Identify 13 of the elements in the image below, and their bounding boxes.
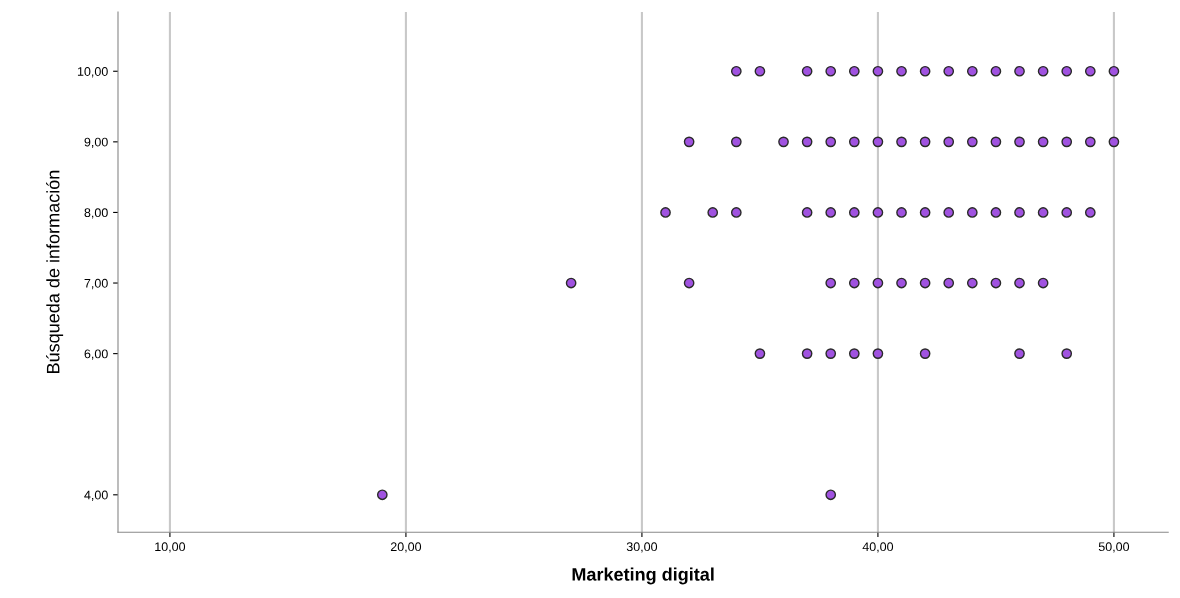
y-tick-label: 8,00 bbox=[84, 208, 108, 219]
y-axis-title: Búsqueda de información bbox=[46, 170, 64, 373]
y-tick-label: 9,00 bbox=[84, 137, 108, 148]
x-tick-label: 30,00 bbox=[626, 542, 658, 553]
x-tick-label: 50,00 bbox=[1098, 542, 1130, 553]
x-tick-label: 10,00 bbox=[155, 542, 186, 553]
y-tick-label: 6,00 bbox=[84, 349, 108, 360]
x-axis-title: Marketing digital bbox=[572, 567, 714, 585]
y-tick-label: 10,00 bbox=[77, 67, 108, 78]
y-tick-label: 4,00 bbox=[84, 490, 108, 501]
x-tick-label: 40,00 bbox=[862, 542, 894, 553]
x-tick-label: 20,00 bbox=[390, 542, 422, 553]
y-tick-label: 7,00 bbox=[84, 278, 108, 290]
